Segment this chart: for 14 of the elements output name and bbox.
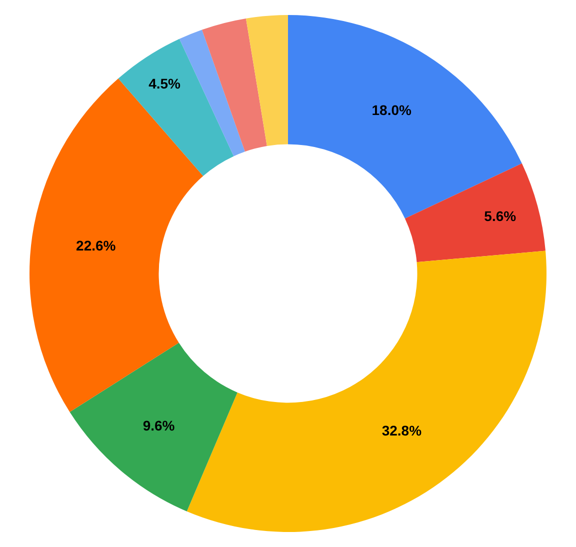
donut-slice — [246, 15, 288, 146]
data-label: 22.6% — [76, 238, 116, 254]
donut-slice — [202, 18, 267, 152]
donut-slice — [70, 342, 238, 512]
donut-slice — [118, 38, 234, 176]
data-label: 9.6% — [142, 417, 176, 434]
data-label: 5.6% — [484, 208, 517, 224]
donut-slice — [186, 250, 546, 532]
donut-slice — [404, 163, 546, 262]
data-label: 18.0% — [372, 102, 412, 118]
data-label: 32.8% — [382, 422, 422, 438]
donut-slice — [30, 78, 204, 412]
donut-slice — [179, 30, 245, 156]
data-label: 4.5% — [148, 75, 182, 92]
